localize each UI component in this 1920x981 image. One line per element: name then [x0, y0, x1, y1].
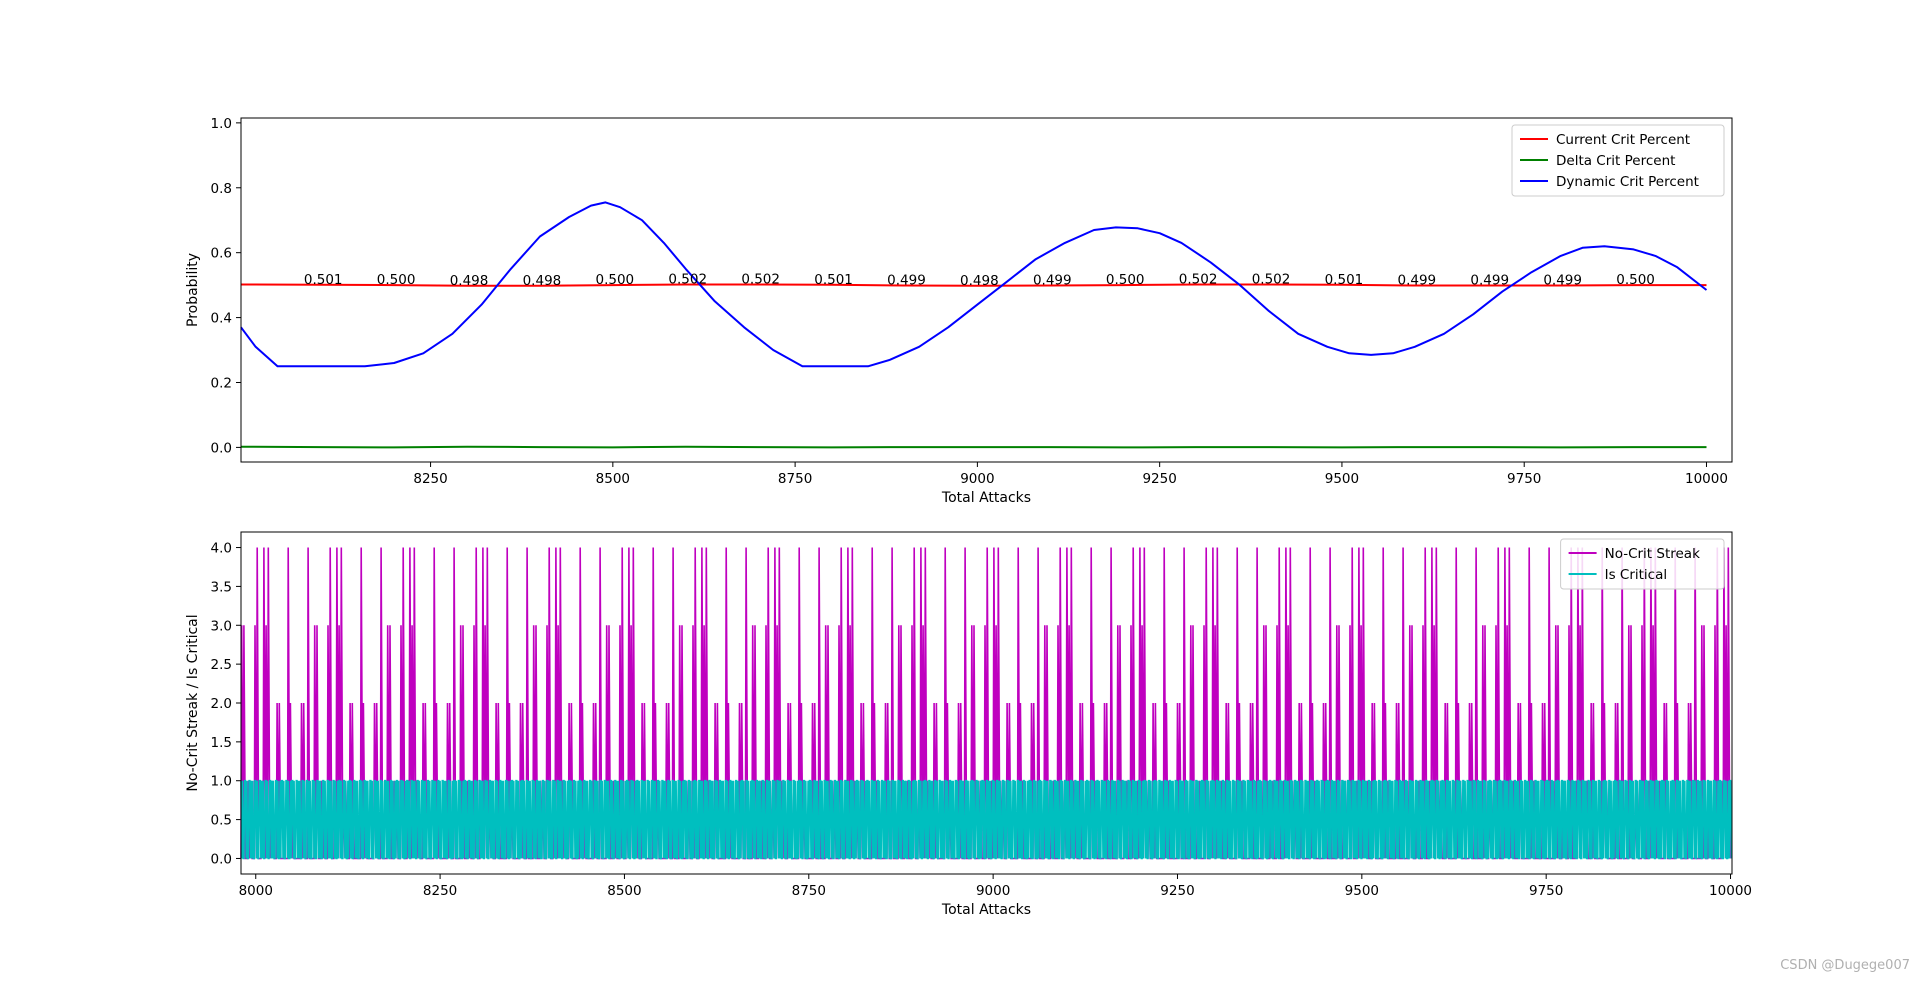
series-line-delta-crit-percent: [240, 445, 1707, 449]
y-tick-label: 0.0: [211, 440, 232, 456]
legend-label: Current Crit Percent: [1556, 132, 1690, 148]
y-axis-label: Probability: [185, 253, 201, 327]
x-tick-label: 9000: [960, 471, 994, 487]
data-label: 0.498: [960, 273, 999, 289]
x-tick-label: 8000: [239, 883, 273, 899]
y-tick-label: 2.5: [211, 657, 232, 673]
x-axis-label: Total Attacks: [941, 902, 1031, 918]
series-line-dynamic-crit-percent: [240, 201, 1708, 368]
data-label: 0.502: [668, 271, 707, 287]
data-label: 0.499: [1470, 272, 1509, 288]
watermark: CSDN @Dugege007: [1780, 958, 1910, 973]
data-label: 0.502: [1179, 271, 1218, 287]
y-tick-label: 0.2: [211, 375, 232, 391]
streak-chart: 8000 8250 8500 8750 9000 9250 9500 9750 10000 0.0…: [185, 531, 1752, 918]
data-label: 0.498: [523, 273, 562, 289]
y-tick-label: 0.6: [211, 246, 232, 262]
data-label: 0.502: [741, 271, 780, 287]
probability-chart: 8250 8500 8750 9000 9250 9500 9750 10000 0.0 0.2 0…: [185, 116, 1733, 506]
data-label: 0.500: [377, 272, 416, 288]
x-tick-label: 9750: [1507, 471, 1541, 487]
legend-label: Delta Crit Percent: [1556, 153, 1675, 169]
x-tick-label: 8500: [596, 471, 630, 487]
series-line-current-crit-percent: [240, 283, 1707, 287]
data-label: 0.499: [1398, 272, 1437, 288]
x-tick-label: 9250: [1142, 471, 1176, 487]
y-tick-label: 3.5: [211, 579, 232, 595]
data-label: 0.500: [1616, 272, 1655, 288]
legend-label: Dynamic Crit Percent: [1556, 174, 1699, 190]
x-tick-label: 8500: [607, 883, 641, 899]
x-tick-label: 8750: [792, 883, 826, 899]
data-label: 0.501: [814, 272, 853, 288]
legend: Current Crit Percent Delta Crit Percent Dy…: [1511, 124, 1725, 197]
legend-label: Is Critical: [1605, 567, 1668, 583]
y-tick-label: 0.5: [211, 813, 232, 829]
y-tick-label: 0.4: [211, 311, 232, 327]
x-tick-label: 9000: [976, 883, 1010, 899]
data-label: 0.498: [450, 273, 489, 289]
data-label: 0.502: [1252, 271, 1291, 287]
x-tick-label: 10000: [1709, 883, 1752, 899]
x-tick-label: 9750: [1529, 883, 1563, 899]
y-tick-label: 1.5: [211, 735, 232, 751]
y-tick-label: 0.8: [211, 181, 232, 197]
series-line-is-critical: [240, 779, 1733, 860]
y-tick-label: 3.0: [211, 618, 232, 634]
legend: No-Crit Streak Is Critical: [1560, 538, 1725, 590]
legend-box: [1560, 538, 1725, 590]
y-tick-label: 2.0: [211, 696, 232, 712]
data-label: 0.499: [887, 272, 926, 288]
data-label: 0.499: [1033, 272, 1072, 288]
data-label: 0.500: [1106, 272, 1145, 288]
data-label: 0.501: [1325, 272, 1364, 288]
y-tick-label: 0.0: [211, 851, 232, 867]
y-axis-label: No-Crit Streak / Is Critical: [185, 614, 201, 791]
x-tick-label: 10000: [1685, 471, 1728, 487]
data-label: 0.500: [596, 272, 635, 288]
x-tick-label: 8750: [778, 471, 812, 487]
x-tick-label: 9500: [1345, 883, 1379, 899]
legend-label: No-Crit Streak: [1605, 546, 1700, 562]
data-label: 0.501: [304, 272, 343, 288]
y-tick-label: 4.0: [211, 541, 232, 557]
plot-frame: [240, 531, 1733, 875]
x-tick-label: 9500: [1325, 471, 1359, 487]
data-label: 0.499: [1543, 272, 1582, 288]
y-tick-label: 1.0: [211, 116, 232, 132]
x-tick-label: 9250: [1160, 883, 1194, 899]
x-tick-label: 8250: [423, 883, 457, 899]
x-axis-label: Total Attacks: [941, 490, 1031, 506]
legend-box: [1511, 124, 1725, 197]
plot-frame: [240, 117, 1733, 463]
x-tick-label: 8250: [413, 471, 447, 487]
y-tick-label: 1.0: [211, 774, 232, 790]
